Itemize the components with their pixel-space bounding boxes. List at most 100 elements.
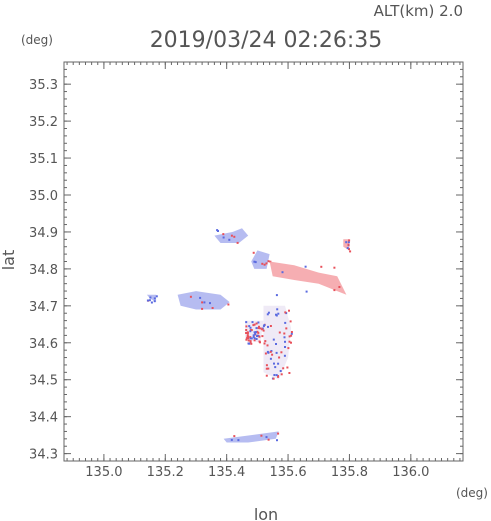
axes-layer: 135.0 135.2 135.4 135.6 135.8 136.0 34.3 34.4 34… [29,61,464,480]
echo-speckle [189,295,192,298]
echo-speckle [275,374,278,377]
echo-speckle [277,362,280,365]
echo-speckle [264,340,267,343]
echo-speckle [304,265,307,268]
echo-speckle [249,326,252,329]
x-tick-label: 135.2 [147,465,184,480]
echo-speckle [228,238,231,241]
echo-speckle [277,375,279,377]
x-tick-label: 136.0 [392,465,429,480]
echo-speckle [257,331,260,334]
chart-title: 2019/03/24 02:26:35 [150,28,383,53]
echo-speckle [258,325,260,328]
echo-speckle [348,248,350,251]
echo-speckle [305,290,308,293]
x-tick-label: 135.6 [269,465,306,480]
echo-speckle [288,372,291,374]
echo-speckle [252,251,255,254]
echo-speckle [275,351,278,354]
y-tick-label: 35.1 [29,152,58,167]
echo-speckle [149,296,152,299]
data-layer [146,228,352,443]
echo-speckle [261,335,264,338]
x-tick-label: 135.8 [331,465,368,480]
echo-speckle [261,262,264,265]
echo-speckle [250,337,253,340]
echo-speckle [245,332,248,334]
y-axis-label: lat [0,250,18,271]
echo-speckle [347,241,350,244]
echo-speckle [284,346,286,348]
echo-speckle [320,265,323,268]
echo-speckle [199,296,202,299]
echo-speckle [263,324,266,326]
echo-speckle [251,321,254,324]
echo-speckle [256,330,259,333]
echo-speckle [269,350,272,353]
echo-speckle [283,336,286,339]
echo-speckle [253,337,256,340]
echo-speckle [258,335,261,338]
echo-speckle [289,320,292,323]
echo-speckle [153,297,156,300]
echo-speckle [227,303,230,306]
echo-speckle [286,366,289,369]
echo-speckle [279,370,282,372]
echo-speckle [269,325,272,327]
echo-speckle [265,262,268,265]
echo-speckle [222,236,225,239]
echo-speckle [230,234,233,237]
echo-speckle [333,289,336,292]
echo-speckle [263,342,266,345]
echo-speckle [276,439,278,442]
echo-speckle [271,353,274,356]
echo-speckle [287,347,290,350]
echo-speckle [203,301,206,304]
y-tick-label: 35.0 [29,189,58,204]
echo-speckle [153,300,156,303]
echo-speckle [284,321,287,324]
echo-speckle [269,357,272,360]
echo-speckle [265,436,268,439]
echo-speckle [155,295,158,298]
y-tick-label: 34.3 [29,448,58,463]
echo-speckle [290,332,293,335]
echo-speckle [267,351,270,354]
echo-speckle [256,335,258,338]
echo-region-mixed [263,305,292,380]
echo-speckle [276,308,279,311]
echo-speckle [246,337,249,340]
echo-speckle [266,344,269,347]
echo-speckle [284,311,287,314]
echo-speckle [262,329,265,332]
echo-speckle [285,327,288,330]
x-tick-label: 135.0 [85,465,122,480]
echo-speckle [246,331,249,334]
echo-speckle [253,339,256,342]
x-axis-label: lon [254,505,278,521]
echo-speckle [249,341,252,344]
altitude-label: ALT(km) 2.0 [374,2,463,20]
echo-speckle [345,241,348,244]
echo-speckle [290,341,292,344]
echo-speckle [267,311,270,314]
y-tick-label: 34.7 [29,300,58,315]
echo-speckle [245,338,248,341]
echo-speckle [249,336,252,339]
echo-speckle [252,334,255,337]
echo-speckle [259,327,262,330]
echo-speckle [245,321,248,324]
echo-speckle [290,334,293,337]
echo-region-positive [269,261,347,295]
echo-speckle [277,432,280,435]
echo-speckle [275,313,277,316]
echo-speckle [230,438,233,441]
echo-speckle [278,356,281,359]
echo-region-negative [177,291,230,310]
echo-speckle [280,351,283,354]
echo-speckle [201,307,204,310]
echo-speckle [338,286,341,288]
echo-speckle [250,342,253,345]
y-tick-label: 35.2 [29,115,58,130]
